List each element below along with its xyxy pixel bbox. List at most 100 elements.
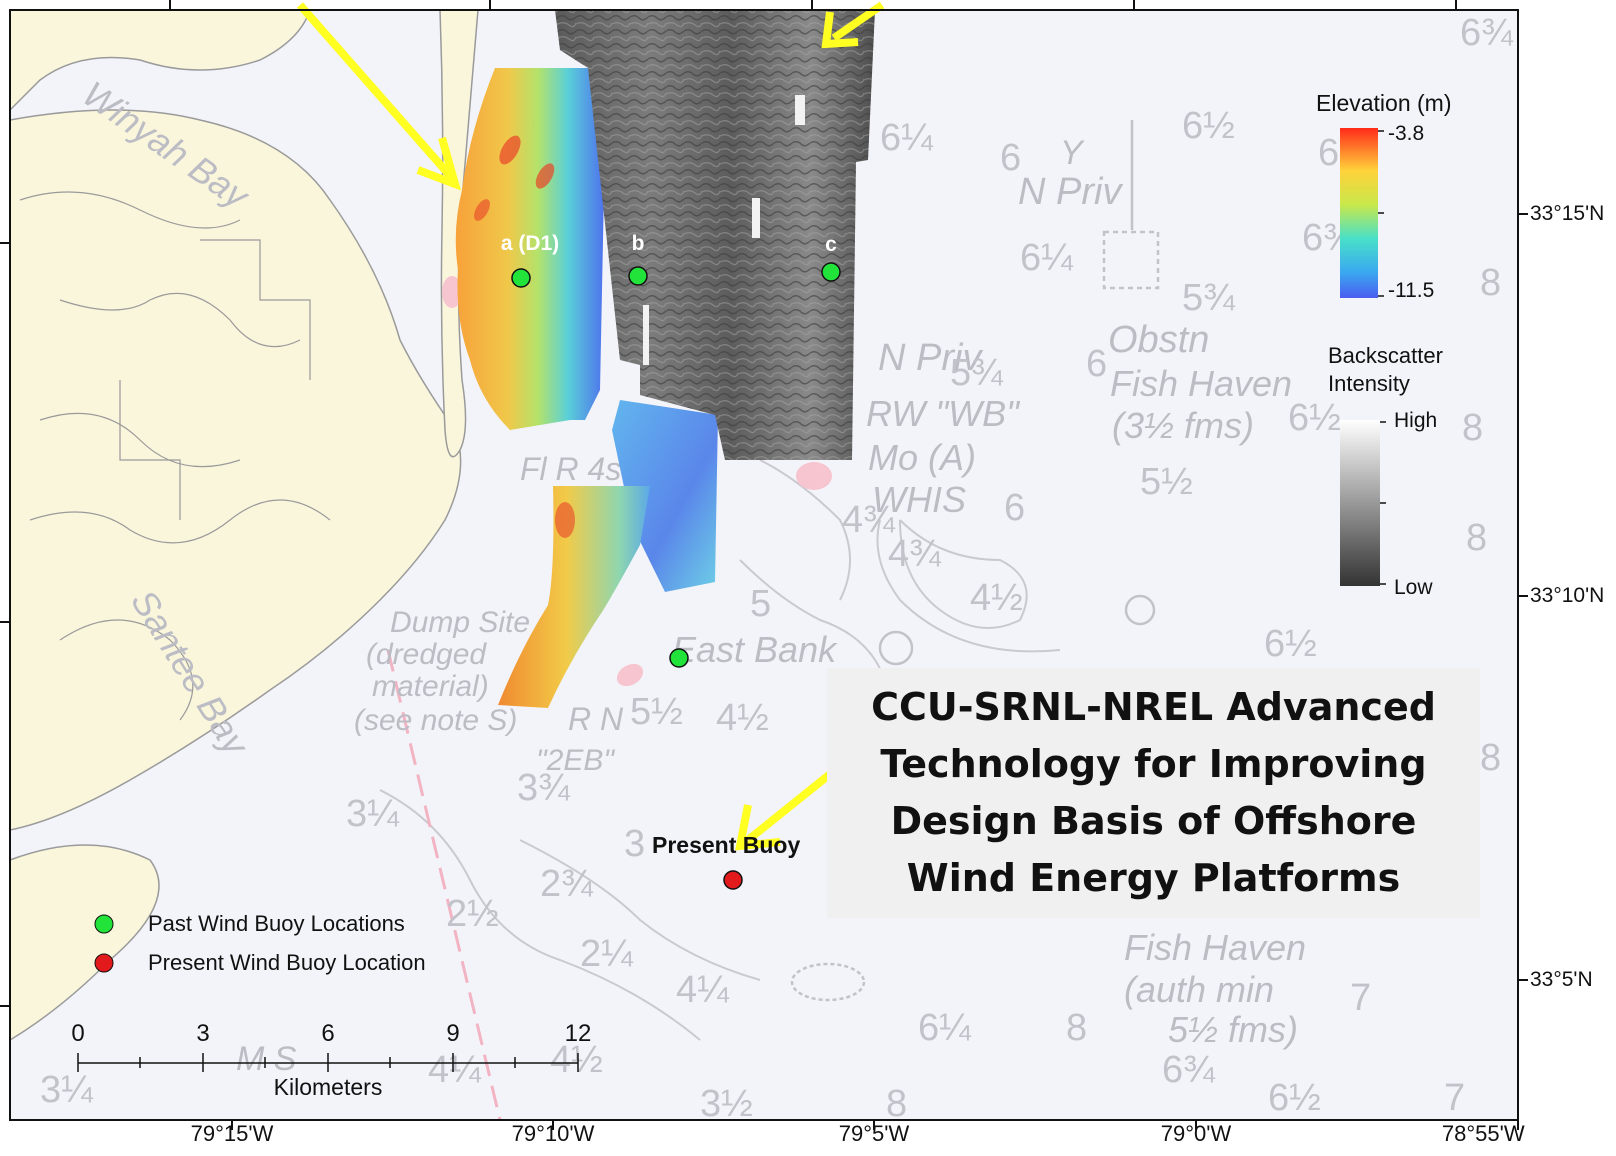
legend-present-buoy-swatch [94, 953, 114, 973]
svg-text:6½: 6½ [1288, 397, 1341, 439]
elevation-min-label: -11.5 [1388, 279, 1435, 302]
svg-text:6¼: 6¼ [880, 117, 934, 159]
past-buoy-marker[interactable] [669, 648, 689, 668]
legend-past-buoy-label: Past Wind Buoy Locations [148, 911, 405, 936]
backscatter-color-ramp [1340, 420, 1380, 586]
lon-label: 79°10'W [511, 1121, 595, 1146]
svg-text:"2EB": "2EB" [536, 744, 615, 777]
project-title-box: CCU-SRNL-NREL Advanced Technology for Im… [827, 668, 1480, 918]
svg-text:Fish Haven: Fish Haven [1110, 363, 1292, 404]
svg-text:3¼: 3¼ [346, 793, 400, 835]
svg-text:8: 8 [1462, 407, 1483, 449]
svg-text:3¼: 3¼ [40, 1069, 94, 1111]
elevation-max-label: -3.8 [1388, 122, 1425, 145]
svg-text:(3½ fms): (3½ fms) [1112, 405, 1254, 446]
lon-label: 79°15'W [190, 1121, 274, 1146]
backscatter-title-line1: Backscatter [1328, 343, 1443, 368]
svg-text:8: 8 [1066, 1007, 1087, 1049]
creek-lines [19, 191, 331, 721]
backscatter-high-label: High [1394, 409, 1438, 432]
svg-text:4¼: 4¼ [676, 969, 730, 1011]
svg-text:Dump Site: Dump Site [390, 606, 530, 639]
project-title: CCU-SRNL-NREL Advanced Technology for Im… [871, 685, 1436, 900]
svg-text:2½: 2½ [446, 893, 499, 935]
svg-text:4½: 4½ [716, 697, 769, 739]
svg-text:RW "WB": RW "WB" [866, 393, 1021, 434]
svg-text:6¼: 6¼ [1020, 237, 1074, 279]
svg-text:4¼: 4¼ [428, 1049, 482, 1091]
svg-text:4½: 4½ [550, 1039, 603, 1081]
scale-bar [77, 1053, 579, 1072]
chart-soundings: 6¼ 6 6½ 6¼ 5¾ 6¾ 6 6¾ 8 6 5¾ 6½ 8 5½ 6 4¾4¾ 4½ 8 6½ 5… [40, 12, 1514, 1125]
site-label-c: c [825, 233, 837, 256]
site-label-a: a (D1) [500, 232, 560, 255]
svg-text:M S: M S [236, 1040, 297, 1078]
past-buoy-marker[interactable] [628, 266, 648, 286]
past-buoy-marker[interactable] [511, 268, 531, 288]
lat-label: 33°15'N [1530, 202, 1605, 225]
svg-text:6: 6 [1086, 343, 1107, 385]
svg-text:5½: 5½ [1140, 461, 1193, 503]
chart-buoy-marker [796, 462, 832, 490]
scale-label-9: 9 [446, 1020, 460, 1047]
backscatter-low-label: Low [1394, 576, 1433, 599]
svg-text:4¾: 4¾ [842, 499, 896, 541]
svg-text:R N: R N [568, 701, 624, 737]
svg-text:WHIS: WHIS [872, 479, 966, 520]
scale-label-0: 0 [71, 1020, 85, 1047]
lon-label: 79°5'W [838, 1121, 910, 1146]
svg-text:6: 6 [1000, 137, 1021, 179]
svg-text:4½: 4½ [970, 577, 1023, 619]
svg-text:7: 7 [1350, 977, 1371, 1019]
svg-text:3½: 3½ [700, 1083, 753, 1125]
svg-text:(dredged: (dredged [366, 638, 487, 671]
backscatter-title-line2: Intensity [1328, 371, 1410, 396]
svg-text:8: 8 [1466, 517, 1487, 559]
lat-label: 33°10'N [1530, 584, 1605, 607]
elevation-ramp-ticks [1378, 130, 1384, 297]
svg-text:5: 5 [750, 583, 771, 625]
svg-text:Obstn: Obstn [1108, 319, 1209, 361]
elevation-legend-title: Elevation (m) [1316, 90, 1452, 116]
svg-text:6½: 6½ [1268, 1077, 1321, 1119]
chart-buoy-marker [442, 276, 462, 308]
svg-text:(auth min: (auth min [1124, 969, 1274, 1010]
lon-label: 78°55'W [1441, 1121, 1525, 1146]
svg-text:6¼: 6¼ [918, 1007, 972, 1049]
scale-label-3: 3 [196, 1020, 210, 1047]
legend-past-buoy-swatch [94, 914, 114, 934]
lon-label: 79°0'W [1160, 1121, 1232, 1146]
svg-text:5½ fms): 5½ fms) [1168, 1009, 1298, 1050]
svg-text:2¼: 2¼ [580, 933, 634, 975]
svg-text:(see note S): (see note S) [354, 704, 517, 737]
svg-text:5¾: 5¾ [1182, 277, 1236, 319]
svg-text:N Priv: N Priv [1018, 171, 1123, 213]
present-buoy-marker[interactable] [723, 870, 743, 890]
chart-symbols [790, 120, 1160, 1002]
svg-text:6¾: 6¾ [1162, 1049, 1216, 1091]
backscatter-ramp-ticks [1380, 421, 1386, 585]
graticule-ticks [0, 0, 1528, 1130]
svg-text:Y: Y [1060, 134, 1085, 172]
svg-text:6¾: 6¾ [1460, 12, 1514, 54]
svg-text:6½: 6½ [1264, 623, 1317, 665]
backscatter-survey [555, 10, 875, 460]
svg-text:3: 3 [624, 823, 645, 865]
svg-text:Fl R 4s: Fl R 4s [520, 451, 621, 487]
present-buoy-label: Present Buoy [652, 832, 801, 858]
site-label-b: b [631, 232, 645, 255]
svg-text:8: 8 [1480, 262, 1501, 304]
svg-text:6: 6 [1318, 132, 1339, 174]
svg-text:2¾: 2¾ [540, 863, 594, 905]
map-frame [9, 9, 1519, 1121]
svg-text:6½: 6½ [1182, 105, 1235, 147]
bathymetry-survey [455, 68, 718, 708]
svg-text:6: 6 [1004, 487, 1025, 529]
past-buoy-marker[interactable] [821, 262, 841, 282]
scale-label-12: 12 [564, 1020, 592, 1047]
lat-label: 33°5'N [1530, 968, 1593, 991]
legend-present-buoy-label: Present Wind Buoy Location [148, 950, 426, 975]
svg-text:5½: 5½ [630, 691, 683, 733]
svg-text:5¾: 5¾ [950, 352, 1004, 394]
